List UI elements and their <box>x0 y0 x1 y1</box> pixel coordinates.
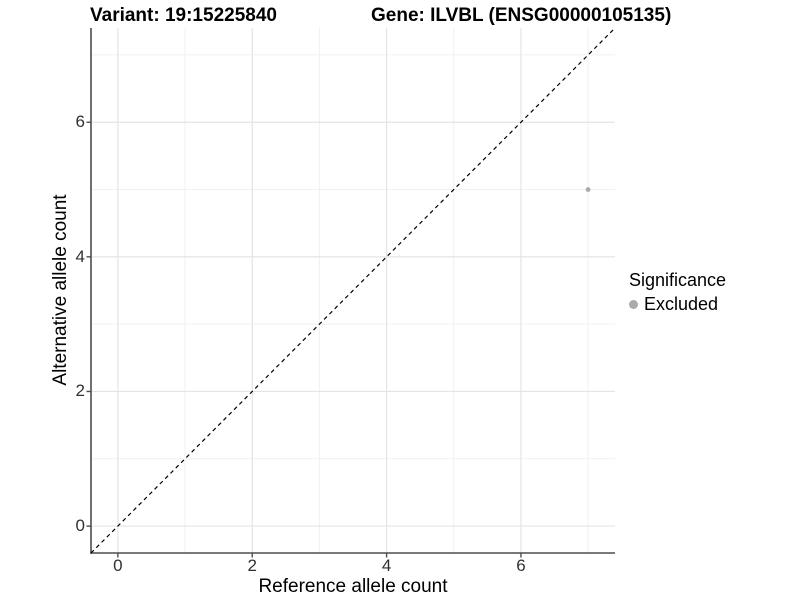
x-tick-label: 6 <box>516 556 526 575</box>
y-tick-label: 4 <box>75 246 85 266</box>
legend-item-excluded: Excluded <box>629 294 726 315</box>
x-tick-label: 0 <box>113 556 123 575</box>
variant-title: Variant: 19:15225840 <box>90 5 277 26</box>
identity-reference-line <box>90 27 616 554</box>
y-axis-title: Alternative allele count <box>50 194 71 386</box>
x-tick-label: 4 <box>381 556 392 575</box>
data-point <box>585 187 591 192</box>
y-tick-label: 0 <box>75 516 85 536</box>
y-tick-label: 6 <box>75 112 85 132</box>
legend-title: Significance <box>629 270 727 290</box>
x-tick-label: 2 <box>247 556 257 575</box>
gene-title: Gene: ILVBL (ENSG00000105135) <box>371 5 672 26</box>
legend-significance: Significance Excluded <box>629 270 726 315</box>
x-axis-title: Reference allele count <box>258 576 448 597</box>
legend-item-label: Excluded <box>644 294 719 314</box>
y-tick-label: 2 <box>75 381 85 401</box>
legend-point-excluded <box>629 300 638 309</box>
